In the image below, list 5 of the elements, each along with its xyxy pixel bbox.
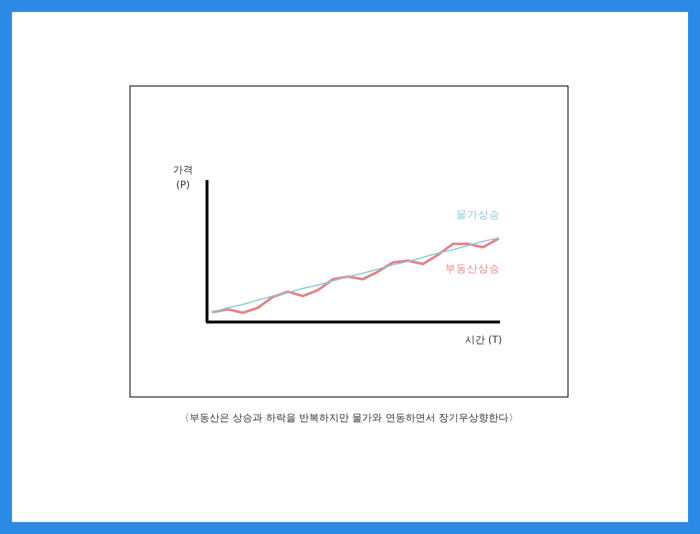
- x-axis-title: 시간 (T): [464, 335, 502, 346]
- series-label: 물가상승: [456, 209, 500, 221]
- y-axis-title: 가격 (P): [173, 165, 193, 191]
- text: 〈부동산은 상승과 하락을 반복하지만 물가와 연동하면서 장기우상향한다〉: [179, 413, 519, 424]
- series-label: 부동산상승: [445, 262, 500, 275]
